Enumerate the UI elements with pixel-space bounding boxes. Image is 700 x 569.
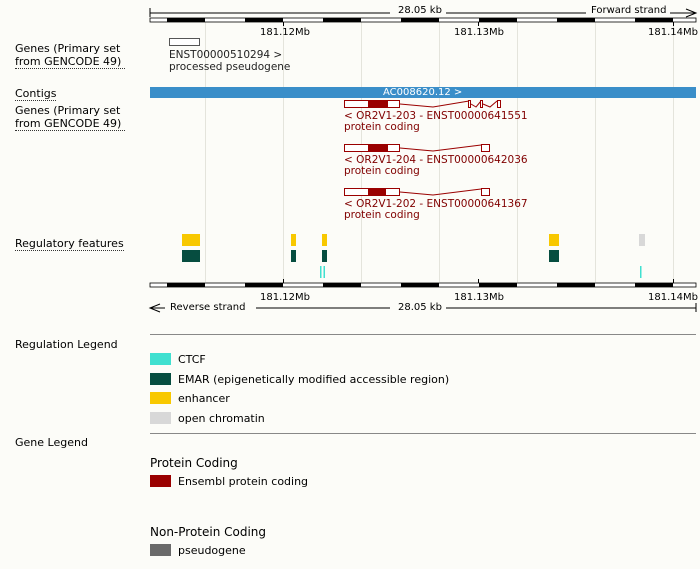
pseudogene-swatch [150,544,171,556]
transcript-203-type: protein coding [344,121,420,133]
gene-legend-title: Gene Legend [15,436,88,449]
pseudogene-type: processed pseudogene [169,61,291,73]
top-tick-3: 181.14Mb [648,27,698,38]
gene-legend-divider [150,433,696,434]
bottom-ruler [148,279,697,313]
enhancer-label: enhancer [178,392,230,405]
top-ruler [149,8,698,26]
regulatory-emars[interactable] [182,250,559,262]
open-chromatin-swatch [150,412,171,424]
regulatory-ctcf[interactable] [320,266,642,278]
contig-bar[interactable] [150,87,696,98]
regulation-legend-divider [150,334,696,335]
emar-swatch [150,373,171,385]
top-strand-label: Forward strand [591,5,667,16]
transcript-203[interactable] [344,100,501,108]
transcript-204-id[interactable]: < OR2V1-204 - ENST00000642036 [344,154,528,166]
track-label-genes-reverse[interactable]: Genes (Primary set from GENCODE 49) [15,104,125,131]
protein-coding-heading: Protein Coding [150,456,238,470]
ctcf-label: CTCF [178,353,206,366]
bottom-tick-2: 181.13Mb [454,292,504,303]
transcript-203-id[interactable]: < OR2V1-203 - ENST00000641551 [344,110,528,122]
bottom-span-label: 28.05 kb [398,302,442,313]
track-label-contigs[interactable]: Contigs [15,87,57,101]
transcript-202[interactable] [344,188,490,196]
transcript-202-type: protein coding [344,209,420,221]
transcript-204[interactable] [344,144,490,152]
ctcf-swatch [150,353,171,365]
pseudogene-label: pseudogene [178,544,246,557]
regulation-legend-title: Regulation Legend [15,338,118,351]
transcript-202-id[interactable]: < OR2V1-202 - ENST00000641367 [344,198,528,210]
top-tick-2: 181.13Mb [454,27,504,38]
protein-coding-label: Ensembl protein coding [178,475,309,488]
regulatory-open-chromatin[interactable] [639,234,645,246]
track-label-genes-forward[interactable]: Genes (Primary set from GENCODE 49) [15,42,125,69]
protein-coding-swatch [150,475,171,487]
top-ruler-bars [167,18,673,22]
open-chromatin-label: open chromatin [178,412,265,425]
pseudogene-feature[interactable] [169,38,200,46]
transcript-204-type: protein coding [344,165,420,177]
top-tick-1: 181.12Mb [260,27,310,38]
emar-label: EMAR (epigenetically modified accessible… [178,373,450,386]
contig-label[interactable]: AC008620.12 > [383,87,463,98]
track-label-regulatory[interactable]: Regulatory features [15,237,124,251]
genome-browser-canvas[interactable] [0,0,700,330]
top-span-label: 28.05 kb [398,5,442,16]
non-protein-coding-heading: Non-Protein Coding [150,525,267,539]
bottom-tick-1: 181.12Mb [260,292,310,303]
bottom-tick-3: 181.14Mb [648,292,698,303]
pseudogene-id[interactable]: ENST00000510294 > [169,49,283,61]
bottom-strand-label: Reverse strand [170,302,246,313]
regulatory-enhancers[interactable] [182,234,559,246]
enhancer-swatch [150,392,171,404]
